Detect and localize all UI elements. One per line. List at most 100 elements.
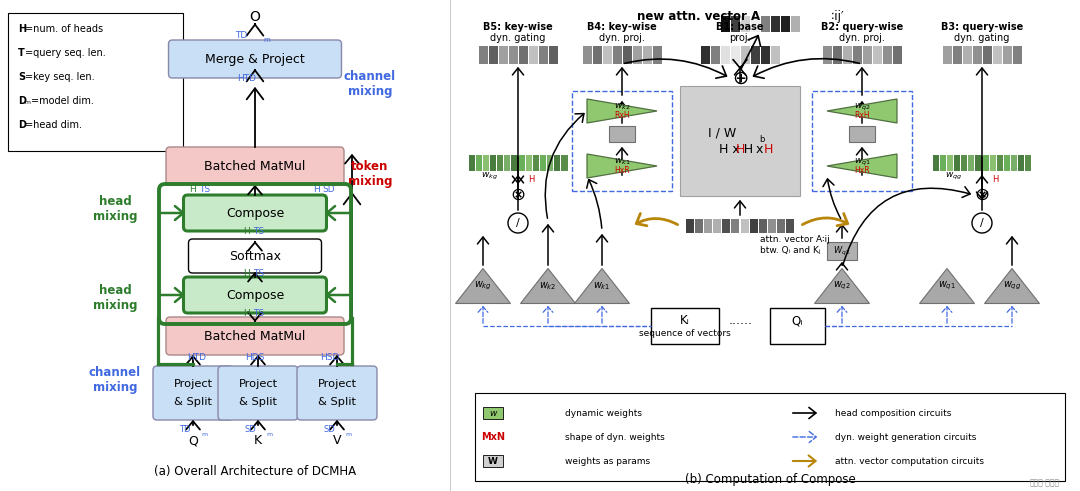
- Bar: [873, 46, 881, 64]
- Bar: [827, 242, 858, 260]
- Bar: [954, 155, 960, 171]
- Bar: [972, 46, 982, 64]
- Text: $w_{qg}$: $w_{qg}$: [945, 170, 962, 182]
- Bar: [528, 46, 538, 64]
- Text: Project: Project: [318, 379, 356, 389]
- Text: $w_{kg}$: $w_{kg}$: [474, 280, 492, 292]
- Text: ∶ij′: ∶ij′: [760, 9, 843, 23]
- Bar: [983, 155, 988, 171]
- Bar: [562, 155, 567, 171]
- Polygon shape: [827, 99, 897, 123]
- Bar: [8, 13, 183, 151]
- Text: dyn. gating: dyn. gating: [955, 33, 1010, 43]
- Bar: [720, 16, 729, 32]
- Bar: [704, 219, 712, 233]
- Text: $W_{q2}$: $W_{q2}$: [834, 245, 851, 258]
- Text: head: head: [98, 194, 132, 208]
- Bar: [475, 393, 1065, 481]
- Bar: [947, 155, 953, 171]
- Text: weights as params: weights as params: [565, 457, 650, 465]
- Text: H: H: [764, 142, 773, 156]
- Bar: [643, 46, 651, 64]
- Text: Q: Q: [188, 435, 198, 447]
- Bar: [652, 46, 661, 64]
- Text: & Split: & Split: [174, 397, 212, 407]
- Bar: [509, 46, 517, 64]
- Bar: [483, 155, 489, 171]
- Bar: [975, 155, 982, 171]
- Text: token: token: [351, 160, 389, 172]
- Bar: [842, 46, 851, 64]
- Bar: [483, 455, 503, 467]
- Bar: [504, 155, 511, 171]
- Text: 公众号·量子位: 公众号·量子位: [1030, 479, 1059, 488]
- Text: H: H: [528, 174, 535, 184]
- Text: (a) Overall Architecture of DCMHA: (a) Overall Architecture of DCMHA: [154, 464, 356, 478]
- Text: =num. of heads: =num. of heads: [25, 24, 103, 34]
- Text: V: V: [333, 435, 341, 447]
- Bar: [731, 219, 740, 233]
- Text: dyn. proj.: dyn. proj.: [839, 33, 885, 43]
- Bar: [741, 46, 750, 64]
- FancyBboxPatch shape: [168, 40, 341, 78]
- Text: proj.: proj.: [729, 33, 751, 43]
- Bar: [532, 155, 539, 171]
- Bar: [741, 16, 750, 32]
- Text: ⊗: ⊗: [974, 186, 989, 204]
- Polygon shape: [521, 269, 576, 303]
- Text: (b) Computation of Compose: (b) Computation of Compose: [685, 472, 855, 486]
- Text: mixing: mixing: [348, 84, 392, 98]
- Text: W: W: [488, 457, 498, 465]
- Text: =key seq. len.: =key seq. len.: [25, 72, 95, 82]
- Text: O: O: [249, 10, 260, 24]
- Text: ......: ......: [729, 315, 753, 327]
- FancyBboxPatch shape: [297, 366, 377, 420]
- Bar: [1018, 155, 1024, 171]
- Text: Kᵢ: Kᵢ: [680, 315, 690, 327]
- Text: HTD: HTD: [188, 354, 206, 362]
- Bar: [511, 155, 517, 171]
- Bar: [497, 155, 503, 171]
- Text: dyn. gating: dyn. gating: [490, 33, 545, 43]
- Bar: [478, 46, 487, 64]
- Bar: [983, 46, 991, 64]
- Bar: [730, 46, 740, 64]
- Bar: [961, 155, 968, 171]
- FancyBboxPatch shape: [184, 277, 326, 313]
- Text: ₘ=model dim.: ₘ=model dim.: [25, 96, 94, 106]
- Bar: [518, 46, 527, 64]
- Bar: [943, 46, 951, 64]
- Bar: [770, 46, 780, 64]
- Polygon shape: [827, 154, 897, 178]
- Bar: [549, 46, 557, 64]
- Text: Qᵢ: Qᵢ: [792, 315, 802, 327]
- Bar: [554, 155, 561, 171]
- Text: Merge & Project: Merge & Project: [205, 53, 305, 65]
- Text: ⊗: ⊗: [511, 186, 526, 204]
- Text: HDS: HDS: [245, 354, 265, 362]
- Text: K: K: [254, 435, 262, 447]
- Polygon shape: [985, 269, 1039, 303]
- Bar: [849, 126, 875, 142]
- FancyBboxPatch shape: [166, 317, 345, 355]
- Bar: [475, 155, 482, 171]
- Text: B1: base: B1: base: [716, 22, 764, 32]
- Text: & Split: & Split: [318, 397, 356, 407]
- Text: TS: TS: [200, 185, 211, 193]
- Text: & Split: & Split: [239, 397, 276, 407]
- Bar: [711, 46, 719, 64]
- Bar: [781, 16, 789, 32]
- Text: attn. vector computation circuits: attn. vector computation circuits: [835, 457, 984, 465]
- Bar: [759, 219, 767, 233]
- Text: Softmax: Softmax: [229, 249, 281, 263]
- Text: B4: key-wise: B4: key-wise: [588, 22, 657, 32]
- Text: channel: channel: [89, 366, 141, 380]
- Polygon shape: [588, 99, 657, 123]
- Text: T: T: [18, 48, 25, 58]
- Text: HSD: HSD: [321, 354, 340, 362]
- Text: RxH: RxH: [615, 110, 630, 119]
- Bar: [633, 46, 642, 64]
- Text: B3: query-wise: B3: query-wise: [941, 22, 1023, 32]
- Bar: [680, 86, 800, 196]
- FancyBboxPatch shape: [153, 366, 233, 420]
